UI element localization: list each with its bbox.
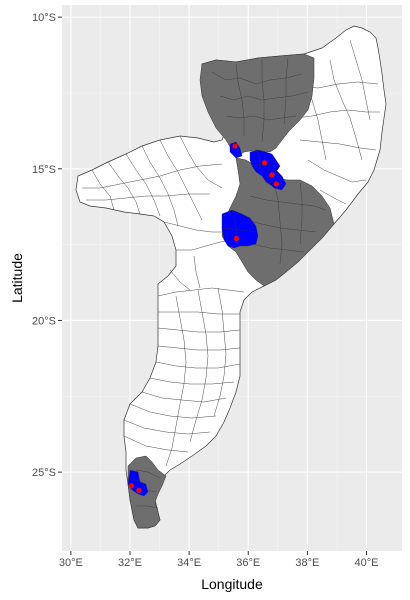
sample-point [261, 160, 268, 166]
x-tick-label: 36°E [236, 557, 260, 569]
sample-point [232, 143, 238, 149]
sample-point [269, 172, 275, 178]
y-tick-label: 20°S [32, 315, 56, 327]
sample-points [128, 143, 279, 493]
y-tick-label: 10°S [32, 12, 56, 24]
highlighted-district-central [221, 209, 259, 249]
y-tick-label: 25°S [32, 467, 56, 479]
sample-point [128, 483, 135, 489]
x-axis: 30°E 32°E 34°E 36°E 38°E 40°E [59, 551, 379, 569]
sample-point [136, 487, 142, 493]
x-tick-label: 34°E [177, 557, 201, 569]
x-tick-label: 32°E [118, 557, 142, 569]
mozambique-map [75, 25, 387, 529]
x-axis-title: Longitude [201, 576, 263, 592]
district-borders [82, 39, 380, 467]
x-tick-label: 38°E [295, 557, 319, 569]
sample-point [233, 235, 240, 242]
sample-point [273, 181, 279, 187]
x-tick-label: 40°E [355, 557, 379, 569]
selected-region-north [199, 53, 315, 159]
y-axis: 10°S 15°S 20°S 25°S [32, 12, 62, 479]
y-axis-title: Latitude [9, 253, 25, 303]
x-tick-label: 30°E [59, 557, 83, 569]
y-tick-label: 15°S [32, 164, 56, 176]
